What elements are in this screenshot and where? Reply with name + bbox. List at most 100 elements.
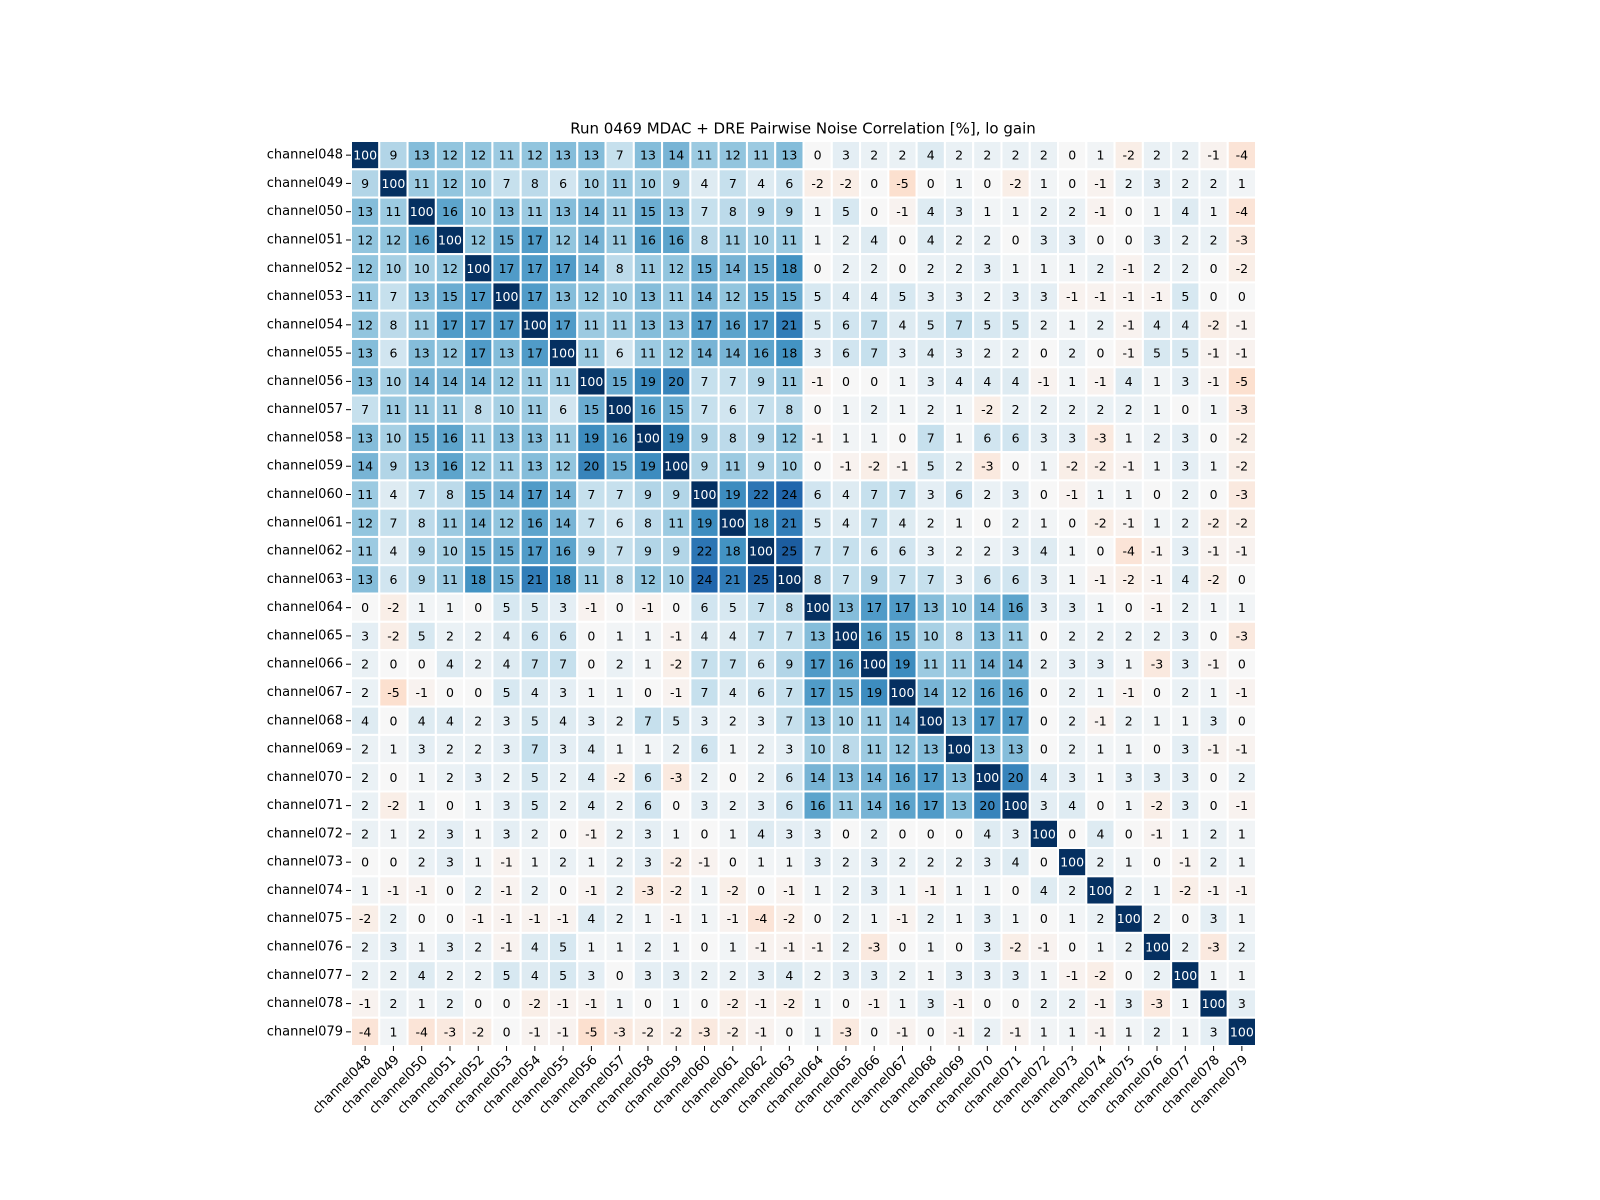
heatmap-cell [972,507,1003,538]
cell-label: -2 [1009,940,1021,955]
cell-label: 13 [499,430,515,445]
cell-label: -5 [585,1024,597,1039]
cell-label: 0 [418,911,426,926]
cell-label: -2 [1179,883,1191,898]
cell-label: 3 [644,855,652,870]
cell-label: 0 [1040,742,1048,757]
cell-label: -1 [1207,148,1219,163]
heatmap-cell [1085,960,1116,991]
cell-label: 15 [499,572,515,587]
heatmap-cell [745,847,777,878]
cell-label: 6 [983,430,991,445]
cell-label: 9 [418,544,426,559]
cell-label: -2 [1236,430,1248,445]
heatmap-cell [378,733,409,765]
cell-label: -3 [1094,430,1106,445]
cell-label: 7 [587,515,595,530]
cell-label: -1 [500,911,512,926]
cell-label: 0 [1096,346,1104,361]
cell-label: 15 [470,487,486,502]
cell-label: 1 [1238,855,1246,870]
heatmap-cell [1141,422,1173,454]
cell-label: 14 [725,346,741,361]
cell-label: 25 [753,572,769,587]
cell-label: 11 [442,402,458,417]
cell-label: 11 [385,204,401,219]
heatmap-cell [1170,224,1201,256]
y-tick-label: channel054 [267,317,343,332]
heatmap-cell [406,224,437,256]
cell-label: 2 [1125,940,1133,955]
cell-label: 2 [474,742,482,757]
cell-label: 6 [616,515,624,530]
cell-label: 13 [1008,742,1024,757]
cell-label: 1 [870,430,878,445]
cell-label: 2 [1153,261,1161,276]
heatmap-cell [774,168,805,199]
heatmap-cell [1226,422,1257,454]
cell-label: 17 [527,232,543,247]
heatmap-cell [350,875,381,906]
cell-label: 0 [503,1024,511,1039]
heatmap-cell [576,1016,607,1047]
cell-label: 6 [644,798,652,813]
cell-label: -1 [557,911,569,926]
cell-label: 1 [1096,685,1104,700]
cell-label: 11 [499,148,515,163]
cell-label: -1 [1094,1024,1106,1039]
y-tick-label: channel066 [267,657,343,672]
cell-label: 2 [927,261,935,276]
cell-label: 1 [870,911,878,926]
cell-label: 6 [814,487,822,502]
heatmap-cell [1170,1016,1201,1047]
cell-label: 12 [725,289,741,304]
cell-label: 2 [474,968,482,983]
cell-label: 2 [1068,883,1076,898]
cell-label: 3 [1040,430,1048,445]
cell-label: 4 [418,968,426,983]
heatmap-cell [661,592,692,623]
heatmap-cell [576,649,607,680]
cell-label: -2 [1094,968,1106,983]
cell-label: 100 [664,459,688,474]
cell-label: 15 [668,402,684,417]
cell-label: 7 [870,317,878,332]
heatmap-cell [1226,931,1257,963]
heatmap-cell [943,535,975,567]
cell-label: 2 [361,685,369,700]
cell-label: 0 [1210,261,1218,276]
heatmap-cell [1085,168,1116,199]
heatmap-cell [604,762,635,793]
cell-label: 4 [559,713,567,728]
cell-label: 15 [895,628,911,643]
cell-label: -2 [981,402,993,417]
cell-label: 4 [785,968,793,983]
cell-label: 100 [1004,798,1028,813]
cell-label: 12 [470,232,486,247]
cell-label: 3 [1181,742,1189,757]
cell-label: -3 [1151,657,1163,672]
heatmap-cell [547,847,579,878]
cell-label: 3 [955,289,963,304]
cell-label: 7 [757,628,765,643]
cell-label: 100 [608,402,632,417]
cell-label: 2 [757,742,765,757]
cell-label: 100 [1230,1024,1254,1039]
heatmap-cell [1113,960,1144,991]
cell-label: -5 [1236,374,1248,389]
cell-label: 14 [697,346,713,361]
cell-label: 1 [842,402,850,417]
cell-label: 2 [446,770,454,785]
cell-label: 100 [749,544,773,559]
cell-label: -1 [1123,289,1135,304]
heatmap-cell [774,422,805,454]
cell-label: 13 [781,148,797,163]
cell-label: 2 [814,968,822,983]
cell-label: -1 [1207,544,1219,559]
cell-label: -1 [1038,940,1050,955]
heatmap-cell [1028,479,1060,510]
heatmap-cell [887,1016,918,1047]
cell-label: 1 [1068,261,1076,276]
cell-label: 0 [814,911,822,926]
cell-label: 0 [1040,855,1048,870]
